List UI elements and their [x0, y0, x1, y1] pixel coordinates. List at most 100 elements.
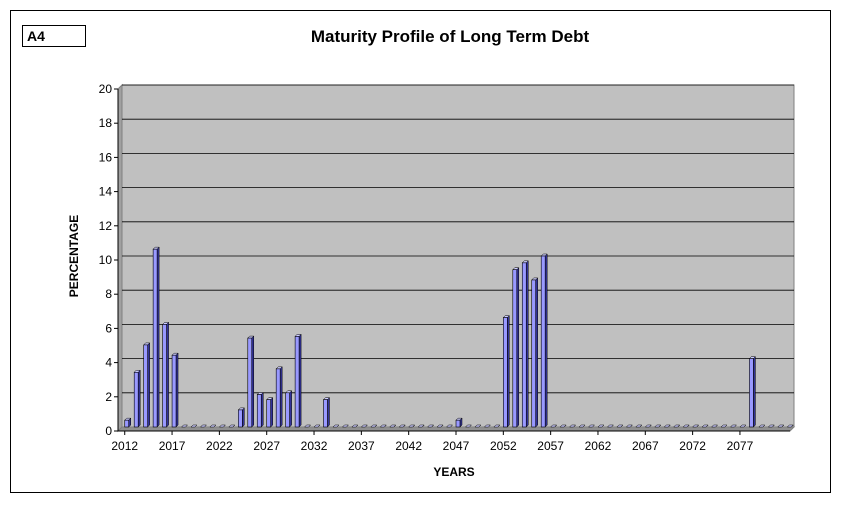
bar — [171, 354, 177, 428]
bar-top — [692, 424, 700, 428]
bar-top — [767, 424, 775, 428]
floor — [116, 426, 796, 432]
x-tick-label: 2042 — [395, 439, 422, 453]
side-wall — [117, 83, 123, 433]
x-tick-label: 2067 — [632, 439, 659, 453]
x-tick-label: 2052 — [490, 439, 517, 453]
bar-top — [341, 424, 350, 428]
bar-top — [332, 424, 340, 428]
bar-top — [729, 424, 738, 428]
bar — [749, 358, 754, 428]
bar-top — [758, 424, 766, 428]
bar — [521, 262, 527, 428]
y-tick-label: 16 — [99, 150, 113, 164]
bar-top — [218, 424, 226, 428]
bar-top — [360, 424, 368, 428]
y-tick-label: 6 — [105, 321, 112, 335]
x-tick-label: 2027 — [253, 439, 280, 453]
bar-top — [720, 424, 728, 428]
bar — [285, 392, 290, 428]
x-tick-label: 2032 — [301, 439, 328, 453]
bar-top — [710, 424, 719, 428]
x-tick-label: 2022 — [206, 439, 233, 453]
bar-top — [436, 424, 444, 428]
bar-top — [654, 424, 662, 428]
bar-top — [474, 424, 482, 428]
bar-top — [199, 424, 208, 428]
y-tick-label: 2 — [105, 390, 112, 404]
bar-top — [682, 424, 690, 428]
bar — [256, 394, 262, 428]
bar-top — [427, 424, 435, 428]
y-tick-label: 18 — [99, 116, 113, 130]
bar-top — [635, 424, 643, 428]
bar-top — [777, 424, 785, 428]
x-tick-label: 2077 — [727, 439, 754, 453]
bar — [503, 317, 508, 428]
bar-top — [389, 424, 397, 428]
bar — [133, 371, 139, 428]
bar — [238, 409, 243, 428]
x-tick-label: 2047 — [443, 439, 470, 453]
bar-top — [379, 424, 387, 428]
bar — [294, 336, 300, 428]
bar-top — [587, 424, 596, 428]
bar — [512, 269, 518, 428]
y-tick-label: 14 — [99, 185, 113, 199]
bar-top — [493, 424, 501, 428]
bar-top — [597, 424, 605, 428]
bar-top — [313, 424, 321, 428]
bar-top — [303, 424, 312, 428]
bar-top — [351, 424, 359, 428]
chart-frame — [10, 10, 831, 493]
bar-top — [209, 424, 217, 428]
bar-top — [398, 424, 406, 428]
bar-top — [663, 424, 671, 428]
bar — [247, 337, 253, 428]
bar — [162, 324, 167, 428]
x-tick-label: 2057 — [537, 439, 564, 453]
bar-top — [228, 424, 236, 428]
x-tick-label: 2072 — [679, 439, 706, 453]
bar — [124, 419, 130, 428]
bar-top — [408, 424, 416, 428]
y-tick-label: 0 — [105, 424, 112, 438]
y-tick-label: 10 — [99, 253, 113, 267]
bar-top — [644, 424, 652, 428]
bar — [143, 344, 148, 428]
chart-tag: A4 — [22, 25, 86, 47]
bar — [275, 368, 281, 428]
x-tick-label: 2017 — [159, 439, 186, 453]
x-tick-label: 2012 — [111, 439, 138, 453]
bar-top — [739, 424, 747, 428]
x-axis-label: YEARS — [433, 465, 474, 479]
bar-top — [190, 424, 198, 428]
bar-top — [550, 424, 558, 428]
bar — [266, 399, 271, 428]
bar-side — [175, 352, 179, 428]
y-axis-label: PERCENTAGE — [67, 215, 81, 297]
y-tick-label: 8 — [105, 287, 112, 301]
bar-side — [242, 407, 245, 428]
bar-top — [417, 424, 425, 428]
bar-top — [606, 424, 615, 428]
bar — [152, 248, 158, 428]
bar-top — [786, 424, 794, 428]
bar — [455, 419, 461, 428]
bar-side — [147, 342, 150, 428]
bar-top — [625, 424, 633, 428]
bar-top — [464, 424, 473, 428]
bar-top — [568, 424, 577, 428]
bar-top — [701, 424, 709, 428]
bar — [323, 399, 328, 428]
bar-top — [370, 424, 378, 428]
chart-title: Maturity Profile of Long Term Debt — [311, 27, 590, 46]
bar — [531, 279, 537, 428]
bar-top — [616, 424, 624, 428]
x-tick-label: 2037 — [348, 439, 375, 453]
bar-top — [673, 424, 681, 428]
x-tick-label: 2062 — [585, 439, 612, 453]
bar-top — [483, 424, 491, 428]
bar-top — [445, 424, 454, 428]
